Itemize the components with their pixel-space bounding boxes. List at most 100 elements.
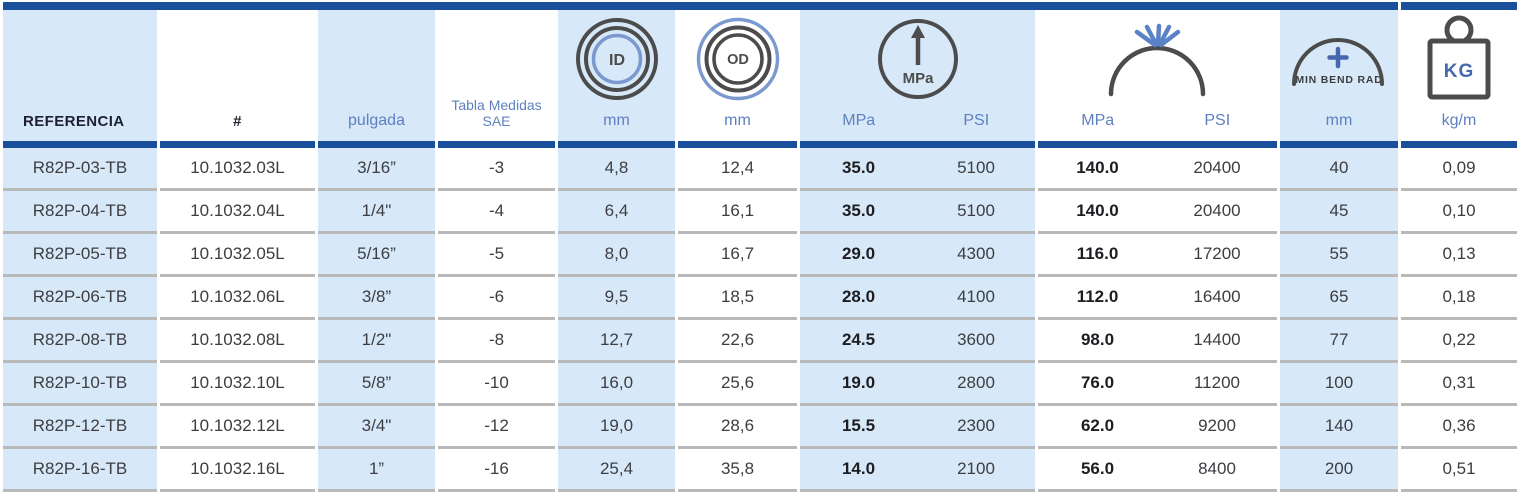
cell-pulgada: 3/4": [318, 406, 435, 449]
cell-burst-pressure-mpa: 98.0: [1038, 320, 1157, 363]
cell-min-bend-radius: 200: [1280, 449, 1398, 492]
cell-burst-pressure-psi: 17200: [1157, 234, 1277, 277]
working-pressure-mpa-label: MPa: [842, 112, 876, 129]
cell-working-pressure-mpa: 15.5: [800, 406, 917, 449]
od-unit-label: mm: [724, 112, 751, 129]
pressure-gauge-icon: MPa: [877, 19, 958, 99]
cell-working-pressure-mpa: 24.5: [800, 320, 917, 363]
cell-inner-diameter: 16,0: [558, 363, 675, 406]
cell-sae-size: -12: [438, 406, 555, 449]
cell-min-bend-radius: 55: [1280, 234, 1398, 277]
top-accent-bar-kg: [1401, 2, 1517, 10]
cell-working-pressure-psi: 5100: [917, 191, 1035, 234]
cell-burst-pressure-mpa: 140.0: [1038, 148, 1157, 191]
cell-outer-diameter: 12,4: [678, 148, 797, 191]
cell-working-pressure-mpa: 14.0: [800, 449, 917, 492]
sae-label: Tabla Medidas SAE: [451, 96, 542, 130]
cell-inner-diameter: 4,8: [558, 148, 675, 191]
cell-referencia: R82P-04-TB: [3, 191, 157, 234]
header-referencia: REFERENCIA: [3, 10, 157, 148]
cell-working-pressure-psi: 2100: [917, 449, 1035, 492]
cell-outer-diameter: 16,7: [678, 234, 797, 277]
header-part-number: #: [160, 10, 315, 148]
cell-working-pressure-psi: 2300: [917, 406, 1035, 449]
cell-sae-size: -5: [438, 234, 555, 277]
cell-part-number: 10.1032.06L: [160, 277, 315, 320]
table-row: R82P-06-TB 10.1032.06L 3/8” -6 9,5 18,5 …: [3, 277, 1520, 320]
cell-part-number: 10.1032.05L: [160, 234, 315, 277]
cell-part-number: 10.1032.03L: [160, 148, 315, 191]
table-row: R82P-12-TB 10.1032.12L 3/4" -12 19,0 28,…: [3, 406, 1520, 449]
cell-working-pressure-mpa: 29.0: [800, 234, 917, 277]
cell-burst-pressure-psi: 16400: [1157, 277, 1277, 320]
cell-pulgada: 1/4": [318, 191, 435, 234]
weight-icon: KG: [1427, 15, 1491, 100]
cell-min-bend-radius: 140: [1280, 406, 1398, 449]
burst-pressure-psi-label: PSI: [1204, 112, 1231, 129]
cell-referencia: R82P-03-TB: [3, 148, 157, 191]
cell-outer-diameter: 25,6: [678, 363, 797, 406]
cell-burst-pressure-mpa: 76.0: [1038, 363, 1157, 406]
table-row: R82P-16-TB 10.1032.16L 1” -16 25,4 35,8 …: [3, 449, 1520, 492]
cell-working-pressure-psi: 3600: [917, 320, 1035, 363]
cell-referencia: R82P-06-TB: [3, 277, 157, 320]
cell-part-number: 10.1032.16L: [160, 449, 315, 492]
cell-min-bend-radius: 77: [1280, 320, 1398, 363]
weight-unit-label: kg/m: [1441, 112, 1477, 129]
header-outer-diameter: OD mm: [678, 10, 797, 148]
cell-burst-pressure-mpa: 112.0: [1038, 277, 1157, 320]
cell-sae-size: -10: [438, 363, 555, 406]
cell-min-bend-radius: 45: [1280, 191, 1398, 234]
cell-weight-per-meter: 0,09: [1401, 148, 1517, 191]
cell-weight-per-meter: 0,18: [1401, 277, 1517, 320]
min-bend-radius-icon: [1292, 38, 1384, 86]
cell-sae-size: -3: [438, 148, 555, 191]
cell-working-pressure-mpa: 19.0: [800, 363, 917, 406]
header-burst-pressure: MPa PSI: [1038, 10, 1277, 148]
cell-pulgada: 3/16”: [318, 148, 435, 191]
cell-pulgada: 5/16”: [318, 234, 435, 277]
cell-referencia: R82P-10-TB: [3, 363, 157, 406]
table-row: R82P-04-TB 10.1032.04L 1/4" -4 6,4 16,1 …: [3, 191, 1520, 234]
cell-outer-diameter: 28,6: [678, 406, 797, 449]
burst-icon: [1108, 23, 1205, 97]
cell-burst-pressure-psi: 9200: [1157, 406, 1277, 449]
header-sae: Tabla Medidas SAE: [438, 10, 555, 148]
cell-pulgada: 1”: [318, 449, 435, 492]
cell-pulgada: 5/8”: [318, 363, 435, 406]
table-row: R82P-10-TB 10.1032.10L 5/8” -10 16,0 25,…: [3, 363, 1520, 406]
header-inner-diameter: ID mm: [558, 10, 675, 148]
pulgada-label: pulgada: [348, 112, 405, 129]
svg-text:OD: OD: [727, 52, 749, 68]
cell-pulgada: 1/2": [318, 320, 435, 363]
cell-part-number: 10.1032.12L: [160, 406, 315, 449]
cell-weight-per-meter: 0,22: [1401, 320, 1517, 363]
table-row: R82P-05-TB 10.1032.05L 5/16” -5 8,0 16,7…: [3, 234, 1520, 277]
cell-burst-pressure-psi: 20400: [1157, 191, 1277, 234]
cell-burst-pressure-psi: 11200: [1157, 363, 1277, 406]
top-accent-bar: [3, 2, 1398, 10]
cell-inner-diameter: 12,7: [558, 320, 675, 363]
cell-inner-diameter: 6,4: [558, 191, 675, 234]
cell-referencia: R82P-05-TB: [3, 234, 157, 277]
cell-inner-diameter: 25,4: [558, 449, 675, 492]
header-min-bend-radius: MIN BEND RAD mm: [1280, 10, 1398, 148]
burst-pressure-mpa-label: MPa: [1081, 112, 1115, 129]
id-icon: ID: [575, 18, 658, 100]
header-working-pressure: MPa MPa PSI: [800, 10, 1035, 148]
cell-min-bend-radius: 100: [1280, 363, 1398, 406]
cell-referencia: R82P-12-TB: [3, 406, 157, 449]
table-row: R82P-08-TB 10.1032.08L 1/2" -8 12,7 22,6…: [3, 320, 1520, 363]
cell-burst-pressure-mpa: 116.0: [1038, 234, 1157, 277]
cell-min-bend-radius: 65: [1280, 277, 1398, 320]
cell-sae-size: -8: [438, 320, 555, 363]
cell-burst-pressure-mpa: 62.0: [1038, 406, 1157, 449]
cell-working-pressure-psi: 5100: [917, 148, 1035, 191]
working-pressure-psi-label: PSI: [963, 112, 990, 129]
cell-outer-diameter: 35,8: [678, 449, 797, 492]
cell-working-pressure-mpa: 35.0: [800, 148, 917, 191]
cell-sae-size: -6: [438, 277, 555, 320]
header-weight: KG kg/m: [1401, 10, 1517, 148]
cell-outer-diameter: 18,5: [678, 277, 797, 320]
cell-sae-size: -16: [438, 449, 555, 492]
